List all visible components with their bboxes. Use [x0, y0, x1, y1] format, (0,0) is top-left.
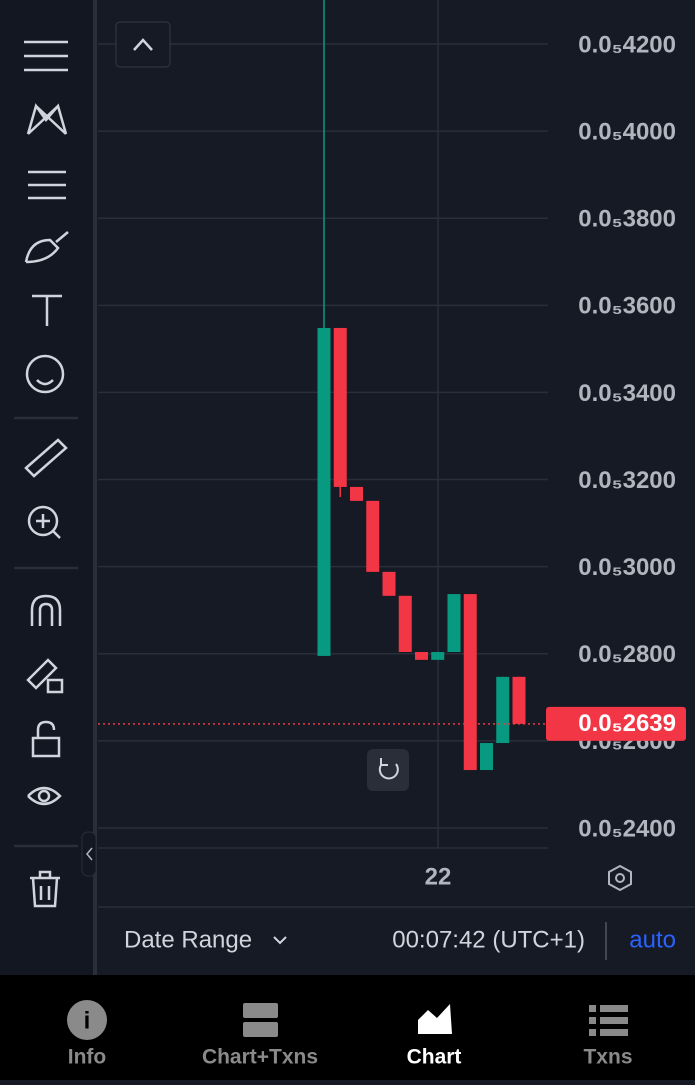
- tabs: i Info Chart+Txns Chart Txns: [67, 1000, 633, 1069]
- candle-body: [447, 594, 461, 653]
- candle-body: [431, 652, 445, 660]
- clock[interactable]: 00:07:42 (UTC+1): [392, 926, 585, 953]
- candle-body: [496, 676, 510, 744]
- text-tool[interactable]: [32, 294, 62, 326]
- collapse-toolbar[interactable]: [81, 831, 97, 877]
- candle-body: [512, 676, 526, 724]
- candle-body: [415, 652, 428, 660]
- zoom-tool[interactable]: [27, 505, 61, 539]
- magnet-tool[interactable]: [30, 594, 62, 626]
- y-tick-label: 0.0₅2400: [578, 815, 676, 842]
- date-range[interactable]: Date Range: [124, 926, 252, 953]
- y-tick-label: 0.0₅4200: [578, 31, 676, 58]
- settings-dot: [615, 873, 625, 883]
- pattern-tool[interactable]: [26, 103, 68, 135]
- collapse-panel-button[interactable]: [115, 21, 171, 68]
- tab-label[interactable]: Chart+Txns: [202, 1046, 318, 1069]
- txns-icon: [589, 1005, 628, 1036]
- x-tick-label: 22: [425, 863, 452, 890]
- candle-body: [350, 486, 363, 501]
- y-tick-label: 0.0₅2800: [578, 641, 676, 668]
- candle-body: [398, 595, 412, 653]
- delete-tool[interactable]: [30, 870, 60, 908]
- info-glyph: i: [84, 1007, 91, 1034]
- candle-body: [382, 571, 396, 596]
- y-tick-label: 0.0₅3800: [578, 206, 676, 233]
- reset-button[interactable]: [367, 749, 409, 791]
- hide-tool[interactable]: [27, 786, 62, 806]
- ruler-tool[interactable]: [24, 438, 68, 478]
- chevron-up: [133, 38, 153, 51]
- candle-body: [480, 743, 493, 771]
- tool-icons: [14, 40, 78, 908]
- y-tick-label: 0.0₅3200: [578, 467, 676, 494]
- candle-body: [333, 327, 347, 487]
- last-price-badge: [546, 706, 686, 741]
- tab-bar: [0, 975, 695, 1080]
- y-tick-label: 0.0₅3400: [578, 380, 676, 407]
- brush-tool[interactable]: [24, 231, 69, 264]
- candle-body: [366, 500, 380, 572]
- info-icon: [67, 1000, 107, 1040]
- lines-tool[interactable]: [24, 40, 68, 72]
- chart-txns-icon-top: [243, 1003, 278, 1018]
- candles: 0.0₅2639: [98, 0, 686, 771]
- y-tick-label: 0.0₅3600: [578, 293, 676, 320]
- chart-txns-icon-bottom: [243, 1022, 278, 1037]
- fib-tool[interactable]: [28, 170, 66, 200]
- chart-icon: [418, 1004, 452, 1034]
- settings-button[interactable]: [608, 864, 632, 892]
- y-tick-label: 0.0₅3000: [578, 554, 676, 581]
- last-price-label: 0.0₅2639: [578, 710, 676, 737]
- lock-tool[interactable]: [31, 720, 61, 758]
- tab-label[interactable]: Info: [68, 1046, 106, 1069]
- candle-body: [463, 594, 477, 771]
- candle-body: [317, 327, 331, 656]
- lock-drawing-tool[interactable]: [26, 658, 64, 694]
- tab-label[interactable]: Txns: [583, 1046, 632, 1069]
- tab-label[interactable]: Chart: [407, 1046, 462, 1069]
- collapse-arrow: [86, 847, 93, 861]
- y-tick-label: 0.0₅4000: [578, 118, 676, 145]
- auto-scale[interactable]: auto: [629, 926, 676, 953]
- toolbar: [0, 0, 93, 975]
- date-range-caret: [273, 936, 287, 945]
- emoji-tool[interactable]: [25, 354, 65, 394]
- reset-icon: [378, 758, 399, 780]
